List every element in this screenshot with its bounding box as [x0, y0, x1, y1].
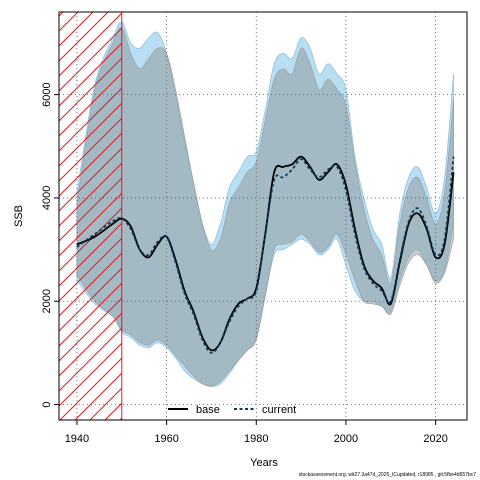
current-series-line: [76, 156, 455, 354]
legend-label-current: current: [262, 404, 296, 416]
y-tick-label: 0: [41, 401, 53, 407]
grid-lines: [59, 12, 467, 420]
x-tick-label: 2020: [423, 433, 447, 445]
base-confidence-band: [76, 26, 454, 387]
footnote: stockassessment.org, wit27.3a47d_2025_IC…: [299, 472, 477, 478]
y-tick-label: 6000: [41, 82, 53, 106]
plot-frame: [58, 11, 468, 421]
x-tick-label: 1960: [154, 433, 178, 445]
x-tick-label: 2000: [334, 433, 358, 445]
legend-label-base: base: [196, 404, 220, 416]
hatched-period: [58, 11, 123, 421]
confidence-bands: [76, 22, 454, 387]
y-tick-label: 4000: [41, 186, 53, 210]
y-axis-label: SSB: [13, 205, 25, 227]
current-confidence-band: [76, 22, 454, 387]
series-lines: [76, 155, 455, 354]
x-axis: 1940 1960 1980 2000 2020: [65, 420, 448, 445]
legend: base current: [168, 404, 296, 416]
x-tick-label: 1940: [65, 433, 89, 445]
x-axis-label: Years: [250, 457, 278, 469]
y-axis: 0 2000 4000 6000: [41, 82, 59, 408]
x-tick-label: 1980: [244, 433, 268, 445]
y-tick-label: 2000: [41, 289, 53, 313]
